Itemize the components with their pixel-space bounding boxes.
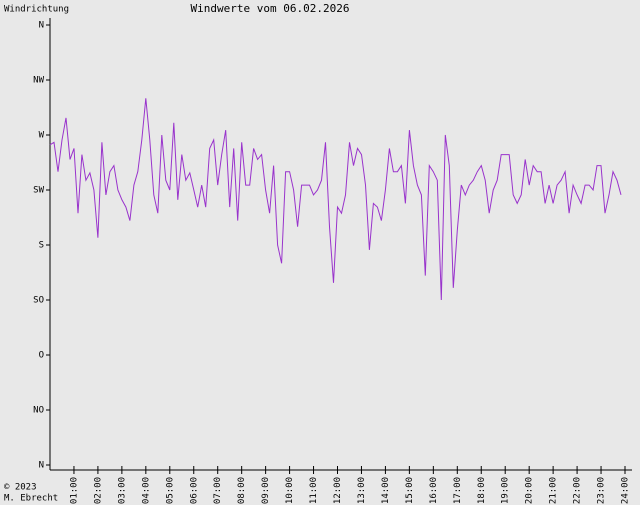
y-axis-label: Windrichtung — [4, 5, 69, 15]
x-tick-label: 24:00 — [621, 477, 631, 504]
x-tick-label: 15:00 — [405, 477, 415, 504]
line — [49, 98, 622, 301]
x-tick-label: 05:00 — [165, 477, 175, 504]
x-tick-label: 02:00 — [93, 477, 103, 504]
x-tick-label: 16:00 — [429, 477, 439, 504]
x-tick-label: 07:00 — [213, 477, 223, 504]
y-tick-label: S — [39, 241, 44, 251]
x-tick-label: 23:00 — [597, 477, 607, 504]
credit: © 2023 — [4, 483, 37, 493]
x-tick-label: 13:00 — [357, 477, 367, 504]
x-tick-label: 01:00 — [69, 477, 79, 504]
y-tick-label: W — [39, 131, 45, 141]
x-tick-label: 12:00 — [333, 477, 343, 504]
credit: M. Ebrecht — [4, 494, 58, 504]
x-tick-label: 17:00 — [453, 477, 463, 504]
x-tick-label: 20:00 — [525, 477, 535, 504]
chart-title: Windwerte vom 06.02.2026 — [191, 2, 350, 15]
x-tick-label: 11:00 — [309, 477, 319, 504]
x-tick-label: 09:00 — [261, 477, 271, 504]
y-tick-label: N — [39, 461, 44, 471]
y-tick-label: NW — [33, 76, 44, 86]
y-tick-label: O — [39, 351, 44, 361]
x-tick-label: 03:00 — [117, 477, 127, 504]
y-tick-label: NO — [33, 406, 44, 416]
x-tick-label: 10:00 — [285, 477, 295, 504]
y-tick-label: SO — [33, 296, 44, 306]
x-tick-label: 21:00 — [549, 477, 559, 504]
x-tick-label: 19:00 — [501, 477, 511, 504]
y-tick-label: N — [39, 21, 44, 31]
x-tick-label: 08:00 — [237, 477, 247, 504]
x-tick-label: 06:00 — [189, 477, 199, 504]
x-tick-label: 14:00 — [381, 477, 391, 504]
y-tick-label: SW — [33, 186, 44, 196]
x-tick-label: 22:00 — [573, 477, 583, 504]
x-tick-label: 04:00 — [141, 477, 151, 504]
x-tick-label: 18:00 — [477, 477, 487, 504]
